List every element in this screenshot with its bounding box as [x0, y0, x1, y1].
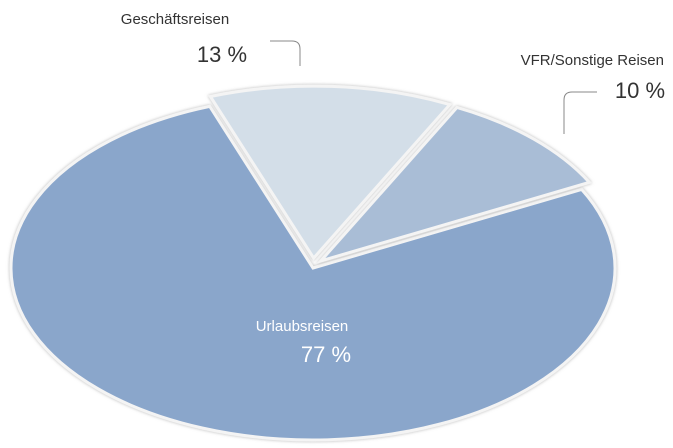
slice-label: Geschäftsreisen — [121, 11, 229, 28]
leader-line — [563, 91, 597, 134]
slice-value-label: 10 % — [615, 78, 665, 103]
slice-label: VFR/Sonstige Reisen — [521, 52, 664, 69]
leader-line — [270, 40, 301, 66]
slice-value-label: 13 % — [197, 42, 247, 67]
slice-value-label: 77 % — [301, 342, 351, 367]
slices — [9, 84, 617, 442]
slice-label: Urlaubsreisen — [256, 318, 349, 335]
pie-slice — [9, 104, 617, 442]
pie-slice — [207, 84, 453, 261]
pie-slice — [316, 105, 593, 264]
